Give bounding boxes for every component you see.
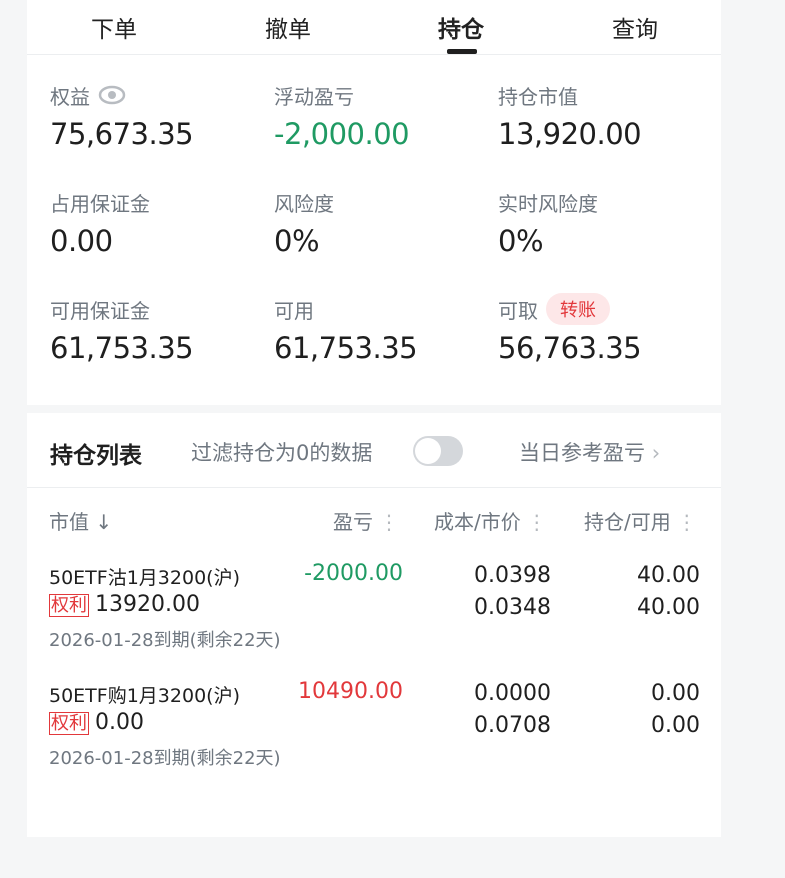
stat-margin-used: 占用保证金 0.00 [50,188,270,259]
stat-risk: 风险度 0% [274,188,494,259]
cost-value: 0.0000 [474,681,551,706]
stat-equity: 权益 75,673.35 [50,81,270,152]
more-vertical-icon: ⋮ [676,510,697,534]
stat-label: 权益 [50,84,90,109]
filter-zero-toggle[interactable] [413,436,463,466]
stat-value: 0% [498,224,544,258]
market-value: 13920.00 [95,592,200,617]
market-value: 0.00 [95,710,144,735]
stat-label: 实时风险度 [498,191,598,216]
cost-value: 0.0398 [474,563,551,588]
daily-ref-pnl-link[interactable]: 当日参考盈亏 › [519,437,660,467]
tab-positions[interactable]: 持仓 [401,10,521,54]
option-type-tag: 权利 [49,594,89,617]
stat-label: 占用保证金 [50,191,150,216]
stat-value: 75,673.35 [50,117,194,151]
stat-label: 持仓市值 [498,84,578,109]
tab-query[interactable]: 查询 [612,17,658,43]
stat-floating-pnl: 浮动盈亏 -2,000.00 [274,81,494,152]
stat-available: 可用 61,753.35 [274,295,494,366]
available-value: 40.00 [637,595,700,620]
stat-value: 56,763.35 [498,331,642,365]
stat-value: 61,753.35 [274,331,418,365]
column-label: 盈亏 [333,510,373,534]
stat-value: 0.00 [50,224,113,258]
stat-available-margin: 可用保证金 61,753.35 [50,295,270,366]
pnl-value: -2000.00 [304,561,403,586]
column-label: 持仓/可用 [584,510,671,534]
tab-cancel[interactable]: 撤单 [265,17,311,43]
sort-down-icon: ↓ [95,510,113,534]
stat-withdrawable: 可取 转账 56,763.35 [498,293,718,365]
column-pnl[interactable]: 盈亏 ⋮ [333,506,399,535]
price-value: 0.0708 [474,713,551,738]
available-value: 0.00 [651,713,700,738]
price-value: 0.0348 [474,595,551,620]
tab-bar: 下单 撤单 持仓 查询 [27,0,721,55]
stat-value: 61,753.35 [50,331,194,365]
transfer-button[interactable]: 转账 [546,293,610,325]
stat-label: 可用保证金 [50,298,150,323]
column-label: 成本/市价 [434,510,521,534]
position-value: 0.00 [651,681,700,706]
stat-position-value: 持仓市值 13,920.00 [498,81,718,152]
account-summary: 权益 75,673.35 浮动盈亏 -2,000.00 持仓市值 13,920.… [27,55,721,405]
more-vertical-icon: ⋮ [379,510,399,534]
stat-label: 风险度 [274,191,334,216]
stat-value: 13,920.00 [498,117,642,151]
stat-label: 可用 [274,298,314,323]
pnl-value: 10490.00 [298,679,403,704]
table-row[interactable]: 50ETF购1月3200(沪) 权利 0.00 2026-01-28到期(剩余2… [27,679,721,799]
column-market-value[interactable]: 市值 ↓ [49,506,112,535]
contract-name: 50ETF沽1月3200(沪) [49,567,240,589]
option-type-tag: 权利 [49,712,89,735]
stat-value: 0% [274,224,320,258]
column-position-available[interactable]: 持仓/可用 ⋮ [584,506,697,535]
stat-realtime-risk: 实时风险度 0% [498,188,718,259]
stat-label: 浮动盈亏 [274,84,354,109]
stat-label: 可取 [498,298,538,323]
list-title: 持仓列表 [50,443,142,469]
expiry-date: 2026-01-28到期(剩余22天) [49,630,281,651]
column-label: 市值 [49,510,89,534]
eye-icon[interactable] [98,85,126,105]
expiry-date: 2026-01-28到期(剩余22天) [49,748,281,769]
position-value: 40.00 [637,563,700,588]
positions-list: 持仓列表 过滤持仓为0的数据 当日参考盈亏 › 市值 ↓ 盈亏 ⋮ 成本/市价 ⋮ … [27,413,721,837]
more-vertical-icon: ⋮ [526,510,547,534]
filter-label: 过滤持仓为0的数据 [191,441,373,465]
list-header: 持仓列表 过滤持仓为0的数据 当日参考盈亏 › [27,413,721,488]
column-cost-price[interactable]: 成本/市价 ⋮ [434,506,547,535]
tab-order[interactable]: 下单 [91,17,137,43]
chevron-right-icon: › [651,441,661,465]
table-row[interactable]: 50ETF沽1月3200(沪) 权利 13920.00 2026-01-28到期… [27,561,721,681]
ref-pnl-label: 当日参考盈亏 [519,441,645,465]
contract-name: 50ETF购1月3200(沪) [49,685,240,707]
stat-value: -2,000.00 [274,117,410,151]
